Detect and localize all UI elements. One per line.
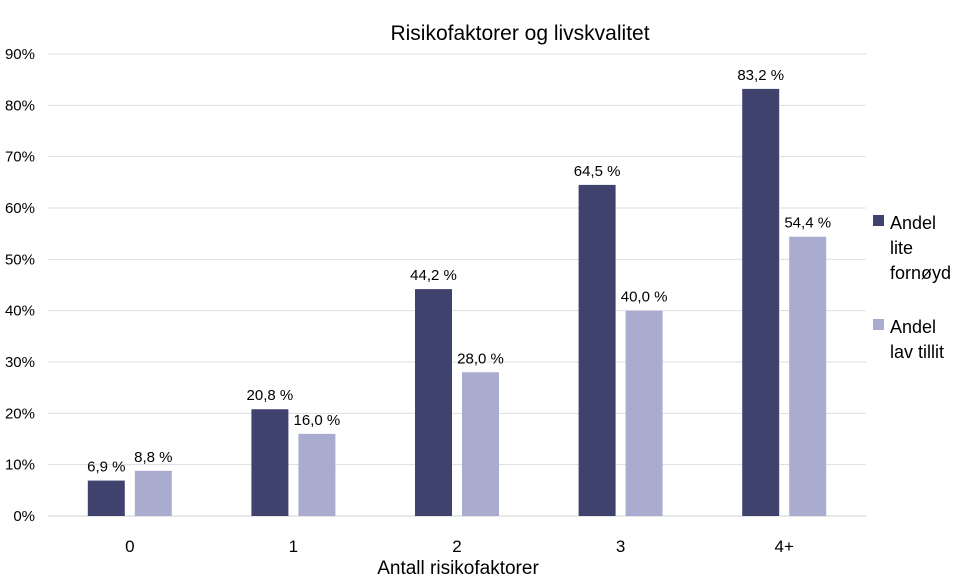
- y-tick-label: 30%: [5, 354, 35, 371]
- bar: [415, 289, 452, 516]
- chart-title: Risikofaktorer og livskvalitet: [390, 22, 649, 45]
- data-label: 6,9 %: [87, 459, 125, 476]
- data-label: 28,0 %: [457, 350, 504, 367]
- y-tick-label: 50%: [5, 251, 35, 268]
- bar: [87, 480, 125, 516]
- legend-label: fornøyd: [890, 263, 951, 283]
- data-label: 44,2 %: [410, 267, 457, 284]
- x-tick-label: 1: [289, 537, 298, 556]
- x-axis-label: Antall risikofaktorer: [377, 558, 539, 579]
- data-label: 64,5 %: [574, 163, 621, 180]
- data-label: 54,4 %: [784, 215, 831, 232]
- y-tick-label: 60%: [5, 200, 35, 217]
- legend-label: Andel: [890, 317, 936, 337]
- bar: [625, 310, 663, 516]
- x-axis-ticks: 0 1 2 3 4+: [125, 537, 794, 556]
- bar: [462, 372, 499, 516]
- y-tick-label: 40%: [5, 303, 35, 320]
- legend-item: Andel lite fornøyd: [873, 213, 951, 283]
- gridlines: [48, 53, 866, 517]
- data-label: 40,0 %: [621, 289, 668, 306]
- bar: [134, 470, 172, 516]
- x-tick-label: 2: [452, 537, 461, 556]
- bar: [578, 184, 616, 516]
- data-label: 20,8 %: [247, 387, 294, 404]
- bar: [251, 409, 289, 516]
- bar: [742, 88, 780, 516]
- y-tick-label: 10%: [5, 457, 35, 474]
- y-axis-ticks: 0% 10% 20% 30% 40% 50% 60% 70% 80% 90%: [5, 46, 35, 525]
- y-tick-label: 80%: [5, 97, 35, 114]
- bar: [298, 433, 336, 516]
- data-label: 83,2 %: [737, 67, 784, 84]
- bar: [789, 236, 827, 516]
- x-tick-label: 4+: [775, 537, 794, 556]
- data-label: 8,8 %: [134, 449, 172, 466]
- y-tick-label: 20%: [5, 405, 35, 422]
- bars: 6,9 % 8,8 % 20,8 %16,0 % 44,2 % 28,0 % 64,5 %…: [87, 67, 831, 516]
- y-tick-label: 70%: [5, 149, 35, 166]
- x-tick-label: 0: [125, 537, 134, 556]
- legend-label: lite: [890, 238, 913, 258]
- legend-item: Andel lav tillit: [873, 317, 944, 362]
- x-tick-label: 3: [616, 537, 625, 556]
- y-tick-label: 90%: [5, 46, 35, 63]
- legend-swatch: [873, 215, 884, 226]
- legend: Andel lite fornøyd Andel lav tillit: [873, 213, 951, 362]
- legend-swatch: [873, 319, 884, 330]
- legend-label: lav tillit: [890, 342, 944, 362]
- data-label: 16,0 %: [294, 412, 341, 429]
- y-tick-label: 0%: [13, 508, 35, 525]
- legend-label: Andel: [890, 213, 936, 233]
